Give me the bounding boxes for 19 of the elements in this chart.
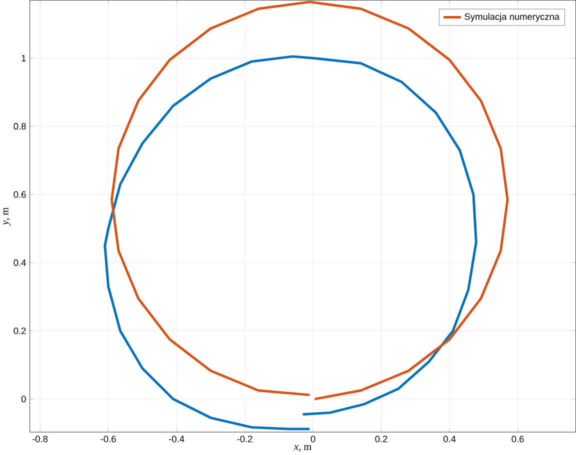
y-tick-label: 0.6 [14,191,26,198]
x-tick-label: 0.2 [375,436,388,442]
line-series [110,0,509,400]
x-tick-label: -0.8 [32,436,48,442]
line-series [104,55,478,430]
x-tick-label: 0.4 [443,436,456,442]
x-tick-label: 0 [310,436,316,442]
legend-label: Symulacja numeryczna [464,13,560,22]
y-tick-label: 0 [21,396,26,402]
x-tick-label: -0.6 [100,436,116,442]
x-tick-label: -0.4 [169,436,184,442]
y-tick-label: 0.2 [14,328,26,334]
y-tick-label: 0.4 [14,259,26,266]
y-tick-label: 0.8 [14,123,26,130]
x-axis-title: x, m [294,445,312,452]
x-tick-label: 0.6 [512,436,524,442]
y-axis-title: y, m [3,208,10,226]
y-tick-label: 1 [22,54,26,62]
x-tick-label: -0.2 [237,436,252,442]
